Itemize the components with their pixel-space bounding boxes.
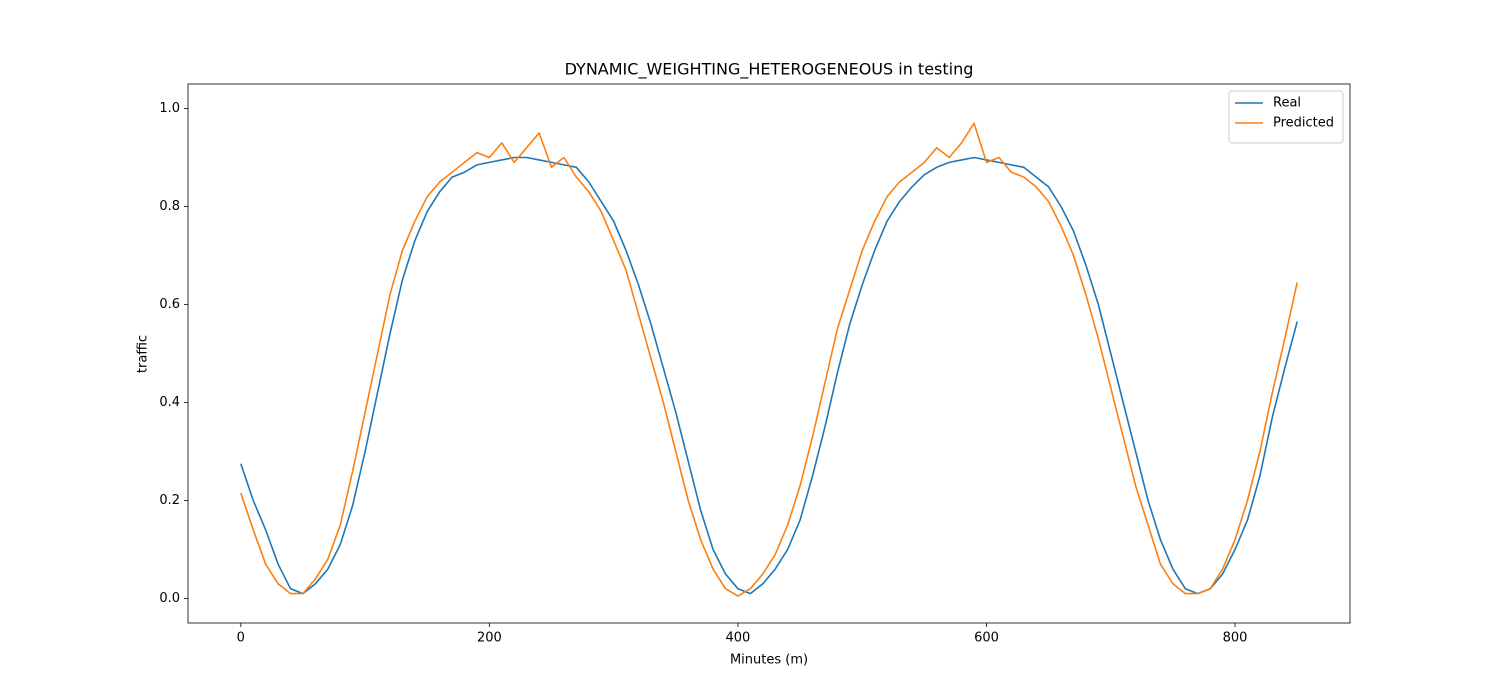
x-tick-label: 400 xyxy=(726,631,751,646)
x-tick-label: 600 xyxy=(974,631,999,646)
y-axis-label: traffic xyxy=(136,335,151,373)
y-tick-label: 0.2 xyxy=(159,493,180,508)
legend-label: Real xyxy=(1273,96,1301,111)
x-tick-label: 200 xyxy=(477,631,502,646)
legend: Real Predicted xyxy=(1228,90,1344,144)
plot-frame xyxy=(187,83,1351,624)
y-tick-label: 1.0 xyxy=(159,101,180,116)
y-tick-label: 0.6 xyxy=(159,297,180,312)
chart-title: DYNAMIC_WEIGHTING_HETEROGENEOUS in testi… xyxy=(565,60,974,80)
data-line xyxy=(240,156,1298,595)
legend-label: Predicted xyxy=(1273,116,1334,131)
legend-box xyxy=(1228,90,1344,144)
y-tick-label: 0.8 xyxy=(159,199,180,214)
data-line xyxy=(240,122,1298,597)
x-axis-label: Minutes (m) xyxy=(730,653,808,668)
x-tick-label: 800 xyxy=(1223,631,1248,646)
x-tick-label: 0 xyxy=(237,631,245,646)
y-tick-label: 0.4 xyxy=(159,395,180,410)
y-tick-label: 0.0 xyxy=(159,591,180,606)
